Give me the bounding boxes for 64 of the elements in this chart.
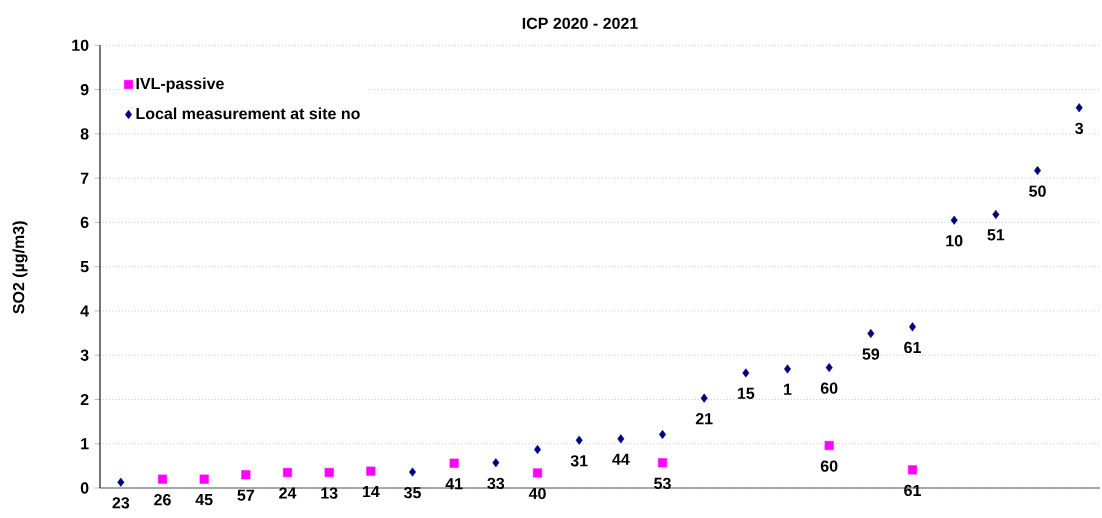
y-tick-label: 8 [80,128,89,140]
point [950,215,958,225]
point [117,477,125,487]
y-tick-label: 3 [80,349,89,361]
point [657,458,668,468]
point [659,429,666,439]
point [867,328,875,339]
x-tick-label: 21 [695,413,713,425]
y-tick-label: 4 [80,305,89,317]
y-tick-label: 2 [80,393,89,406]
point [825,363,833,373]
x-tick-label: 41 [445,478,463,490]
legend-label: Local measurement at site no [136,107,360,120]
point [992,209,1000,219]
y-tick-label: 1 [81,438,89,450]
annotation: 61 [904,341,921,354]
point [492,458,500,468]
x-tick-label: 31 [570,455,588,467]
point [199,474,209,484]
point [617,434,625,444]
point [532,468,543,478]
x-tick-label: 50 [1029,185,1046,197]
x-tick-label: 59 [862,348,880,360]
x-tick-label: 45 [195,494,213,506]
point [784,364,791,374]
point [366,466,376,476]
point [409,467,416,477]
y-axis-title: SO2 (µg/m3) [12,221,28,314]
point [824,440,834,451]
x-tick-label: 14 [362,486,380,498]
point [282,467,293,478]
point [1075,103,1083,113]
x-tick-label: 53 [654,477,671,490]
x-tick-label: 35 [403,487,421,499]
x-tick-label: 13 [321,487,338,499]
x-tick-label: 15 [737,387,755,399]
x-tick-label: 51 [987,229,1005,241]
y-tick-label: 7 [80,172,89,184]
point [449,458,459,468]
legend-label: IVL-passive [136,77,224,93]
x-tick-label: 61 [904,484,921,497]
y-tick-label: 5 [80,261,89,273]
point [324,467,334,478]
x-tick-label: 24 [279,487,297,499]
point [575,435,583,445]
x-tick-label: 40 [528,487,546,500]
point [742,368,750,378]
y-tick-label: 9 [80,83,89,96]
y-tick-label: 10 [72,39,89,51]
point [1034,166,1041,176]
y-tick-label: 6 [80,216,89,229]
point [157,474,168,484]
x-tick-label: 23 [112,497,130,509]
x-tick-label: 26 [154,494,171,506]
point [700,393,708,403]
y-tick-label: 0 [80,482,89,494]
point [909,322,916,332]
x-tick-label: 60 [820,460,838,472]
point [241,470,251,480]
x-tick-label: 44 [612,453,630,465]
x-tick-label: 57 [237,489,255,501]
chart-title: ICP 2020 - 2021 [522,17,638,29]
x-tick-label: 33 [487,477,505,490]
point [907,465,918,475]
